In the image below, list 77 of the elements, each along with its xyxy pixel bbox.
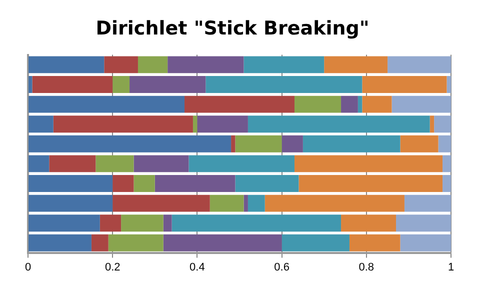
bar xyxy=(248,194,265,212)
bar xyxy=(188,155,294,172)
x-tick-label: 0.8 xyxy=(358,261,374,274)
bar xyxy=(112,76,130,93)
x-tick-label: 0.4 xyxy=(190,261,205,274)
bar xyxy=(324,56,388,74)
bar xyxy=(244,56,324,74)
bar xyxy=(197,116,248,133)
bar xyxy=(404,194,451,212)
bar xyxy=(358,96,362,113)
bar xyxy=(163,234,282,252)
bar xyxy=(235,175,299,192)
bar xyxy=(362,96,392,113)
bar xyxy=(104,56,138,74)
bar xyxy=(396,214,451,232)
bar xyxy=(210,194,244,212)
bar xyxy=(442,175,451,192)
bar xyxy=(294,96,342,113)
bar xyxy=(28,135,232,152)
bar xyxy=(400,135,438,152)
bar xyxy=(388,56,451,74)
bar xyxy=(28,155,50,172)
bar xyxy=(28,96,185,113)
bar xyxy=(282,135,303,152)
bar xyxy=(434,116,451,133)
bar xyxy=(28,175,113,192)
bar xyxy=(362,76,447,93)
bar xyxy=(108,234,164,252)
bar xyxy=(248,116,430,133)
bar xyxy=(294,155,443,172)
x-tick-label: 0.2 xyxy=(104,261,120,274)
bar xyxy=(172,214,342,232)
bar xyxy=(446,76,451,93)
bar xyxy=(100,214,122,232)
bar xyxy=(341,96,358,113)
bar xyxy=(112,194,210,212)
bar xyxy=(154,175,236,192)
chart-title: Dirichlet "Stick Breaking" xyxy=(96,17,370,40)
bar xyxy=(32,76,113,93)
bar xyxy=(138,56,168,74)
bar xyxy=(430,116,434,133)
bar xyxy=(349,234,400,252)
x-tick-label: 1 xyxy=(448,261,454,274)
bar xyxy=(28,56,104,74)
bar xyxy=(206,76,362,93)
bar xyxy=(341,214,396,232)
bar xyxy=(282,234,350,252)
bar xyxy=(53,116,193,133)
bar xyxy=(134,155,189,172)
x-tick-label: 0 xyxy=(24,261,32,274)
bar xyxy=(96,155,134,172)
bar xyxy=(130,76,206,93)
bar xyxy=(121,214,164,232)
bar xyxy=(112,175,134,192)
bar xyxy=(264,194,404,212)
bar xyxy=(231,135,236,152)
bar xyxy=(91,234,108,252)
bar xyxy=(28,76,32,93)
bar xyxy=(438,135,451,152)
bar xyxy=(28,234,92,252)
bar xyxy=(400,234,451,252)
bar xyxy=(192,116,198,133)
bar xyxy=(184,96,294,113)
bar xyxy=(28,214,100,232)
bar xyxy=(49,155,96,172)
bar xyxy=(302,135,400,152)
x-tick-label: 0.6 xyxy=(274,261,290,274)
bar xyxy=(244,194,248,212)
bar xyxy=(28,194,113,212)
bar xyxy=(168,56,244,74)
bar xyxy=(235,135,282,152)
bar xyxy=(28,116,54,133)
bar xyxy=(163,214,172,232)
bar xyxy=(442,155,451,172)
bar xyxy=(134,175,155,192)
bar xyxy=(392,96,451,113)
bar xyxy=(298,175,443,192)
